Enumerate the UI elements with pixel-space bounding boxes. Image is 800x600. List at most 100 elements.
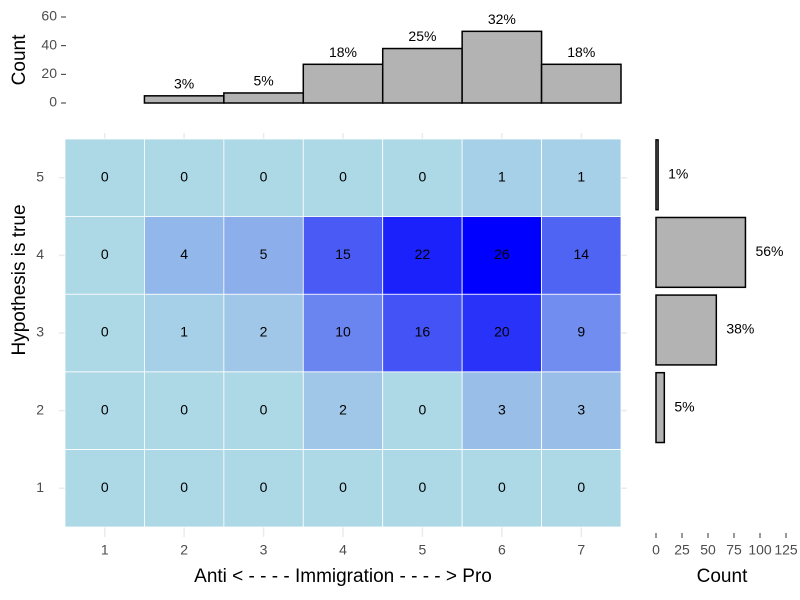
cell-label: 2: [260, 324, 268, 340]
cell-label: 0: [339, 479, 347, 495]
heatmap-x-label: Anti < - - - - Immigration - - - - > Pro: [194, 566, 492, 587]
x-tick-label: 4: [339, 542, 347, 558]
cell-label: 16: [415, 324, 431, 340]
bar: [655, 216, 747, 289]
cell-label: 4: [180, 246, 188, 262]
x-tick-label: 0: [652, 542, 660, 558]
heat-cell: [461, 371, 542, 450]
heatmap-y-label: Hypothesis is true: [9, 204, 30, 355]
heat-cell: [223, 371, 304, 450]
heat-cell: [144, 138, 225, 217]
bar-label: 3%: [174, 76, 194, 92]
cell-label: 0: [101, 324, 109, 340]
bar-label: 5%: [674, 398, 694, 414]
y-tick-label: 40: [41, 36, 57, 52]
bar-label: 56%: [755, 243, 783, 259]
cell-label: 14: [573, 246, 589, 262]
heat-cell: [64, 448, 145, 528]
heat-cell: [144, 448, 225, 528]
y-tick-label: 4: [36, 246, 44, 262]
cell-label: 0: [260, 401, 268, 417]
bar-label: 18%: [329, 44, 357, 60]
bar: [655, 139, 659, 211]
cell-label: 0: [101, 169, 109, 185]
bar-label: 38%: [726, 321, 754, 337]
heat-cell: [302, 293, 384, 373]
heat-cell: [64, 293, 145, 373]
x-tick-label: 100: [748, 542, 772, 558]
cell-label: 0: [260, 169, 268, 185]
cell-label: 1: [498, 169, 506, 185]
cell-label: 26: [494, 246, 510, 262]
y-tick-label: 3: [36, 324, 44, 340]
heat-cell: [382, 371, 463, 450]
heat-cell: [382, 216, 463, 295]
cell-label: 0: [419, 479, 427, 495]
cell-label: 1: [577, 169, 585, 185]
cell-label: 0: [180, 479, 188, 495]
x-tick-label: 25: [674, 542, 690, 558]
cell-label: 20: [494, 324, 510, 340]
heat-cell: [64, 216, 145, 295]
bar: [655, 371, 666, 444]
cell-label: 22: [415, 246, 431, 262]
heat-cell: [64, 138, 145, 217]
heat-cell: [541, 216, 622, 295]
cell-label: 10: [335, 324, 351, 340]
cell-label: 9: [577, 324, 585, 340]
y-tick-label: 20: [41, 65, 57, 81]
cell-label: 3: [498, 401, 506, 417]
cell-label: 0: [260, 479, 268, 495]
bar: [302, 63, 384, 104]
heat-cell: [461, 293, 542, 373]
heat-cell: [541, 448, 622, 528]
bar-label: 25%: [408, 28, 436, 44]
heat-cell: [223, 293, 304, 373]
cell-label: 0: [419, 401, 427, 417]
cell-label: 3: [577, 401, 585, 417]
heat-cell: [382, 448, 463, 528]
cell-label: 0: [101, 246, 109, 262]
x-tick-label: 3: [260, 542, 268, 558]
y-tick-label: 5: [36, 169, 44, 185]
y-tick-label: 1: [36, 479, 44, 495]
heat-cell: [541, 371, 622, 450]
x-tick-label: 75: [726, 542, 742, 558]
heat-cell: [302, 371, 384, 450]
heat-cell: [64, 371, 145, 450]
cell-label: 0: [180, 169, 188, 185]
cell-label: 0: [339, 169, 347, 185]
heat-cell: [382, 138, 463, 217]
y-tick-label: 60: [41, 8, 57, 24]
cell-label: 0: [577, 479, 585, 495]
x-tick-label: 2: [180, 542, 188, 558]
bar: [223, 92, 305, 104]
x-tick-label: 125: [774, 542, 798, 558]
heat-cell: [461, 216, 542, 295]
heat-cell: [541, 138, 622, 217]
x-tick-label: 7: [577, 542, 585, 558]
cell-label: 15: [335, 246, 351, 262]
cell-label: 0: [498, 479, 506, 495]
heat-cell: [541, 293, 622, 373]
heat-cell: [144, 216, 225, 295]
cell-label: 0: [419, 169, 427, 185]
heat-cell: [144, 293, 225, 373]
bar: [381, 47, 463, 104]
cell-label: 0: [101, 401, 109, 417]
heat-cell: [223, 138, 304, 217]
bar-label: 18%: [567, 44, 595, 60]
y-tick-label: 0: [49, 94, 57, 110]
cell-label: 1: [180, 324, 188, 340]
heat-cell: [382, 293, 463, 373]
cell-label: 0: [101, 479, 109, 495]
bar: [540, 63, 622, 104]
heat-cell: [302, 138, 384, 217]
heat-cell: [461, 448, 542, 528]
top-y-label: Count: [9, 34, 30, 85]
x-tick-label: 1: [101, 542, 109, 558]
cell-label: 0: [180, 401, 188, 417]
cell-label: 5: [260, 246, 268, 262]
y-tick-label: 2: [36, 401, 44, 417]
heat-cell: [223, 216, 304, 295]
